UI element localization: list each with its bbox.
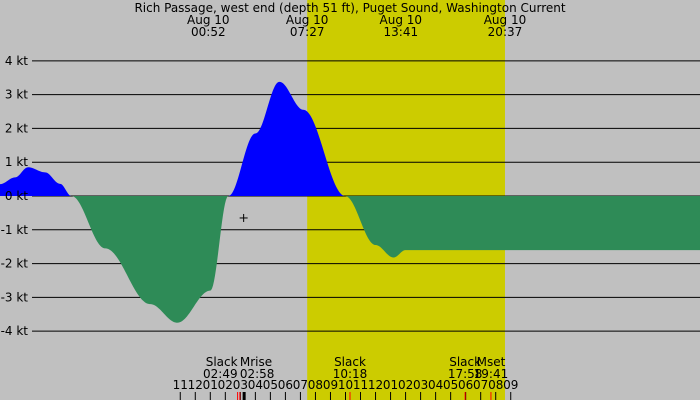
- top-time-label: 00:52: [191, 25, 226, 39]
- hour-tick-label: 04: [248, 378, 263, 392]
- y-tick-label: 0 kt: [5, 189, 28, 203]
- hour-tick-label: 09: [503, 378, 518, 392]
- y-tick-label: 1 kt: [5, 155, 28, 169]
- current-time-marker: [239, 213, 248, 222]
- y-tick-label: 3 kt: [5, 88, 28, 102]
- event-name-label: Mset: [477, 355, 506, 369]
- y-tick-label: 2 kt: [5, 121, 28, 135]
- top-time-label: 20:37: [488, 25, 523, 39]
- hour-tick-label: 03: [233, 378, 248, 392]
- y-tick-label: 4 kt: [5, 54, 28, 68]
- event-time-label: 02:58: [240, 367, 275, 381]
- top-time-label: 13:41: [384, 25, 419, 39]
- chart-title: Rich Passage, west end (depth 51 ft), Pu…: [134, 1, 565, 15]
- top-date-label: Aug 10: [187, 13, 230, 27]
- top-date-label: Aug 10: [380, 13, 423, 27]
- event-name-label: Slack: [206, 355, 238, 369]
- hour-tick-label: 07: [473, 378, 488, 392]
- hour-tick-label: 09: [323, 378, 338, 392]
- hour-tick-label: 01: [203, 378, 218, 392]
- ebb-area: [0, 196, 700, 323]
- hour-tick-label: 02: [218, 378, 233, 392]
- y-tick-label: -4 kt: [1, 324, 29, 338]
- hour-tick-label: 08: [308, 378, 323, 392]
- y-tick-label: -2 kt: [1, 257, 29, 271]
- hour-tick-label: 10: [338, 378, 353, 392]
- hour-tick-label: 07: [293, 378, 308, 392]
- hour-tick-label: 01: [383, 378, 398, 392]
- hour-tick-label: 06: [278, 378, 293, 392]
- hour-tick-label: 12: [188, 378, 203, 392]
- top-time-label: 07:27: [290, 25, 325, 39]
- hour-tick-label: 11: [173, 378, 188, 392]
- hour-tick-label: 05: [263, 378, 278, 392]
- event-labels: Slack02:49Mrise02:58Slack10:18Slack17:58…: [203, 355, 508, 381]
- current-areas: [0, 81, 700, 323]
- y-axis-labels: 4 kt 3 kt 2 kt 1 kt 0 kt -1 kt -2 kt -3 kt -4 kt: [1, 54, 29, 338]
- hour-axis: 11 12 01 02 03 04 05 06 07 08 09 10 11 12 01 02 03 04 05 06…: [173, 378, 518, 400]
- top-date-label: Aug 10: [484, 13, 527, 27]
- event-time-label: 17:58: [448, 367, 483, 381]
- event-time-label: 02:49: [203, 367, 238, 381]
- hour-tick-label: 12: [368, 378, 383, 392]
- hour-tick-label: 03: [413, 378, 428, 392]
- top-date-label: Aug 10: [286, 13, 329, 27]
- hour-tick-label: 06: [458, 378, 473, 392]
- hour-tick-label: 05: [443, 378, 458, 392]
- y-tick-label: -3 kt: [1, 290, 29, 304]
- now-tick: [242, 392, 246, 400]
- event-name-label: Mrise: [240, 355, 272, 369]
- hour-tick-label: 11: [353, 378, 368, 392]
- hour-tick-label: 04: [428, 378, 443, 392]
- event-time-label: 10:18: [333, 367, 368, 381]
- hour-tick-label: 08: [488, 378, 503, 392]
- hour-tick-label: 02: [398, 378, 413, 392]
- event-name-label: Slack: [449, 355, 481, 369]
- y-tick-label: -1 kt: [1, 223, 29, 237]
- event-time-label: 19:41: [474, 367, 509, 381]
- event-name-label: Slack: [334, 355, 366, 369]
